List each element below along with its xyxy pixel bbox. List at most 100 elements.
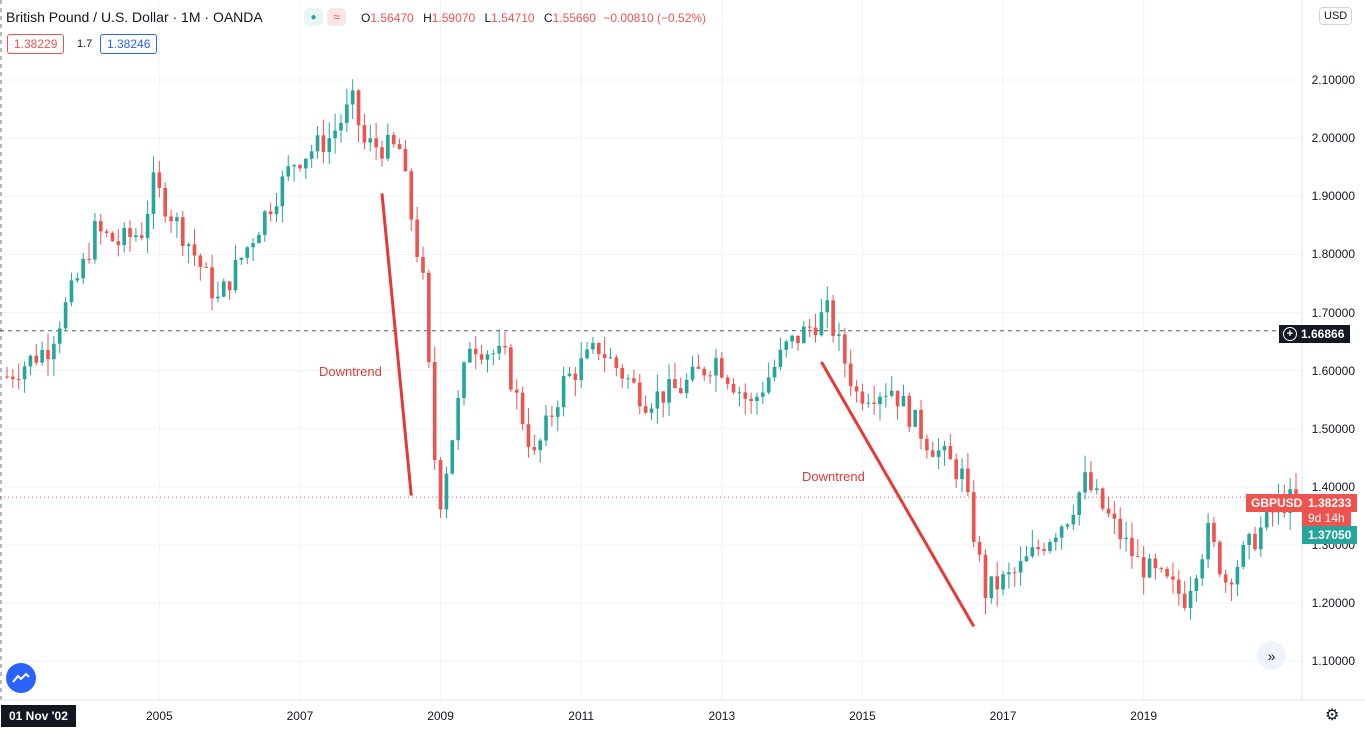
candle-body [702, 368, 707, 376]
candle-body [303, 158, 308, 169]
candle-body [573, 373, 578, 381]
candle-body [75, 278, 80, 281]
candle-body [555, 407, 560, 417]
candle-body [298, 165, 302, 169]
candle-body [567, 373, 572, 376]
high-value: 1.59070 [431, 11, 476, 25]
chart-grid [0, 0, 1302, 700]
candle-body [386, 134, 390, 159]
candle-body [1188, 590, 1193, 608]
close-value: 1.55660 [552, 11, 596, 25]
price-tick-label: 2.10000 [1311, 73, 1355, 87]
candle-body [1130, 537, 1134, 557]
candle-body [157, 172, 162, 188]
candle-body [983, 554, 988, 599]
delayed-data-icon[interactable]: ≈ [327, 8, 346, 26]
price-tick-label: 1.80000 [1311, 247, 1355, 262]
symbol-title[interactable]: British Pound / U.S. Dollar · 1M · OANDA [6, 9, 263, 25]
time-tick-label: 2019 [1130, 709, 1158, 723]
candle-body [591, 343, 595, 350]
candle-body [350, 90, 355, 105]
candle-body [345, 104, 349, 123]
sell-price-button[interactable]: 1.38229 [7, 34, 65, 54]
candle-body [802, 326, 806, 344]
last-price-tag: 1.38233 [1302, 494, 1358, 512]
candle-body [673, 379, 677, 389]
candle-body [1147, 558, 1152, 578]
candle-body [46, 349, 50, 360]
time-tick-label: 2009 [427, 709, 454, 723]
candle-body [427, 272, 431, 363]
scroll-to-realtime-button[interactable]: » [1257, 641, 1286, 670]
candle-body [813, 327, 818, 336]
candle-body [637, 382, 642, 407]
symbol-tag: GBPUSD [1246, 494, 1308, 512]
candle-body [87, 258, 91, 260]
tradingview-logo[interactable] [6, 663, 36, 693]
candle-body [34, 355, 39, 363]
candle-body [169, 216, 173, 222]
candle-body [315, 135, 320, 152]
candle-body [960, 468, 964, 480]
candle-body [227, 281, 232, 291]
currency-button[interactable]: USD [1319, 7, 1353, 25]
open-key: O [361, 11, 371, 25]
settings-gear-icon[interactable]: ⚙ [1325, 707, 1340, 724]
price-tick-label: 1.40000 [1311, 479, 1355, 494]
candle-body [872, 402, 876, 404]
candle-body [743, 392, 748, 399]
candle-body [22, 366, 27, 380]
candle-body [1235, 566, 1240, 585]
candle-body [1012, 572, 1017, 574]
status-badges: ● ≈ [304, 8, 346, 26]
candle-body [889, 390, 894, 396]
candle-body [233, 259, 238, 291]
candle-body [1089, 472, 1093, 491]
change-value: −0.00810 (−0.52%) [603, 11, 707, 25]
candle-body [509, 347, 513, 390]
candle-body [1024, 556, 1029, 562]
candle-body [790, 335, 794, 342]
candle-body [1053, 537, 1058, 543]
candle-body [1253, 533, 1257, 550]
candle-body [632, 378, 636, 383]
price-tick-label: 2.00000 [1311, 131, 1355, 146]
buy-price-button[interactable]: 1.38246 [100, 34, 158, 54]
candle-body [210, 267, 214, 299]
candle-body [596, 343, 601, 355]
candle-body [655, 391, 660, 409]
candle-body [292, 165, 296, 167]
candle-body [919, 409, 923, 439]
add-alert-icon[interactable]: + [1283, 327, 1297, 341]
candle-body [473, 348, 478, 355]
candle-body [807, 326, 812, 328]
candle-body [772, 366, 777, 378]
candle-body [11, 376, 15, 380]
candle-body [725, 377, 730, 384]
candle-body [878, 396, 882, 404]
candle-body [1241, 544, 1246, 567]
candle-body [28, 355, 33, 367]
candlestick-series [5, 79, 1298, 620]
candle-body [520, 392, 525, 425]
candle-body [216, 296, 220, 299]
candle-body [139, 235, 144, 239]
candle-body [766, 377, 771, 393]
candle-body [1036, 547, 1041, 550]
candle-body [1177, 579, 1181, 594]
candle-body [1077, 492, 1082, 515]
candle-body [942, 446, 947, 451]
candle-body [749, 398, 753, 402]
candle-body [778, 349, 783, 367]
candle-body [134, 235, 138, 238]
candle-body [1112, 513, 1117, 519]
candle-body [796, 335, 800, 344]
candle-body [966, 468, 970, 493]
candle-body [432, 362, 437, 461]
candle-body [391, 134, 396, 145]
candle-body [403, 149, 408, 172]
time-tick-label: 2007 [286, 709, 314, 723]
candle-body [684, 379, 689, 394]
candle-body [1065, 524, 1070, 527]
